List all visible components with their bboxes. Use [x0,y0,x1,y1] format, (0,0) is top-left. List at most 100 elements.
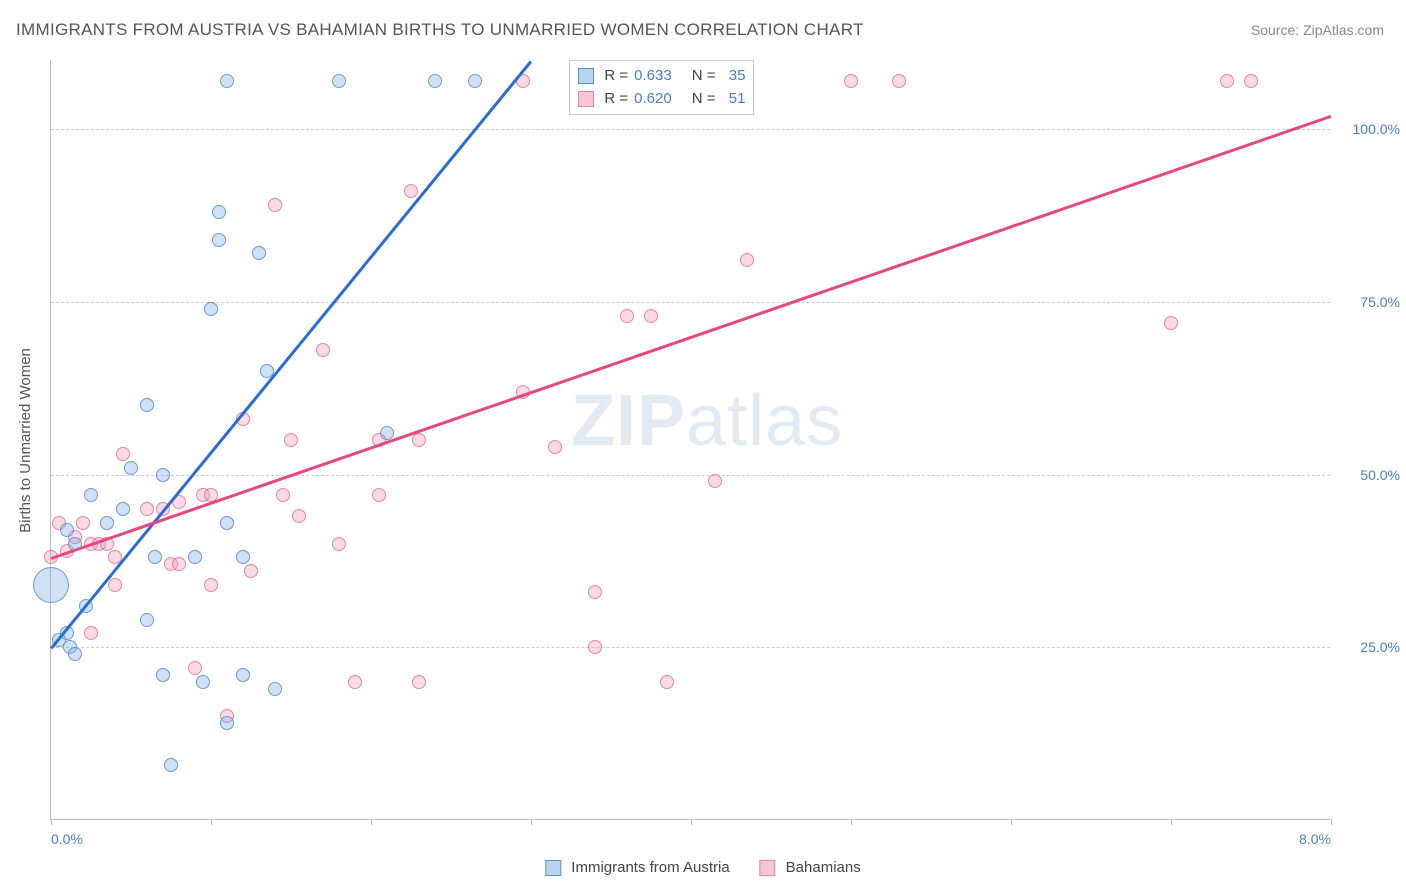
x-tick-mark [371,819,372,825]
plot-area: ZIPatlas 25.0%50.0%75.0%100.0%0.0%8.0%R … [50,60,1330,820]
scatter-point-pink [1244,74,1258,88]
blue-swatch-small-icon [578,68,594,84]
scatter-point-blue [60,523,74,537]
chart-title: IMMIGRANTS FROM AUSTRIA VS BAHAMIAN BIRT… [16,20,864,40]
scatter-point-blue [188,550,202,564]
scatter-point-pink [844,74,858,88]
y-tick-label: 75.0% [1345,294,1400,310]
scatter-point-pink [1220,74,1234,88]
scatter-point-blue [148,550,162,564]
scatter-point-blue [196,675,210,689]
legend-item-blue: Immigrants from Austria [545,859,729,876]
scatter-point-pink [268,198,282,212]
scatter-point-blue [204,302,218,316]
stats-n-value-pink: 51 [721,88,745,111]
x-tick-mark [531,819,532,825]
scatter-point-pink [276,488,290,502]
y-tick-label: 25.0% [1345,639,1400,655]
stats-r-value-pink: 0.620 [634,88,672,111]
legend-bottom: Immigrants from Austria Bahamians [545,859,860,876]
x-tick-label: 0.0% [51,831,83,847]
scatter-point-blue [116,502,130,516]
scatter-point-pink [708,474,722,488]
scatter-point-blue [212,233,226,247]
pink-swatch-small-icon [578,91,594,107]
chart-source: Source: ZipAtlas.com [1251,22,1384,38]
scatter-point-blue [100,516,114,530]
scatter-point-blue [156,668,170,682]
scatter-point-pink [588,640,602,654]
scatter-point-pink [140,502,154,516]
pink-swatch-icon [760,860,776,876]
stats-n-prefix: N = [692,65,716,88]
scatter-point-blue [220,516,234,530]
scatter-point-blue [164,758,178,772]
y-tick-label: 50.0% [1345,467,1400,483]
scatter-point-pink [244,564,258,578]
scatter-point-pink [284,433,298,447]
gridline [51,475,1330,476]
x-tick-label: 8.0% [1299,831,1331,847]
scatter-point-pink [348,675,362,689]
scatter-point-pink [740,253,754,267]
scatter-point-blue [140,613,154,627]
scatter-point-blue [220,716,234,730]
scatter-point-blue [156,468,170,482]
stats-row-pink: R = 0.620 N = 51 [578,88,745,111]
scatter-point-blue [236,550,250,564]
gridline [51,129,1330,130]
stats-r-prefix: R = [604,88,628,111]
scatter-point-pink [316,343,330,357]
scatter-point-blue [212,205,226,219]
scatter-point-pink [892,74,906,88]
scatter-point-blue [124,461,138,475]
x-tick-mark [851,819,852,825]
y-axis-label: Births to Unmarried Women [17,348,34,533]
trend-line-blue [50,60,532,649]
stats-r-prefix: R = [604,65,628,88]
scatter-point-blue [268,682,282,696]
scatter-point-pink [412,675,426,689]
watermark-light: atlas [686,381,843,461]
scatter-point-blue [84,488,98,502]
scatter-point-pink [644,309,658,323]
y-axis-label-container: Births to Unmarried Women [10,60,40,820]
stats-row-blue: R = 0.633 N = 35 [578,65,745,88]
scatter-point-pink [588,585,602,599]
scatter-point-blue [332,74,346,88]
scatter-point-pink [404,184,418,198]
trend-line-pink [51,115,1332,560]
x-tick-mark [691,819,692,825]
scatter-point-pink [332,537,346,551]
gridline [51,302,1330,303]
scatter-point-pink [108,578,122,592]
scatter-point-blue [428,74,442,88]
stats-n-value-blue: 35 [721,65,745,88]
correlation-chart: IMMIGRANTS FROM AUSTRIA VS BAHAMIAN BIRT… [0,0,1406,892]
scatter-point-blue [68,647,82,661]
scatter-point-pink [620,309,634,323]
stats-box: R = 0.633 N = 35 R = 0.620 N = 51 [569,60,754,115]
scatter-point-blue [468,74,482,88]
gridline [51,647,1330,648]
legend-item-pink: Bahamians [760,859,861,876]
scatter-point-pink [548,440,562,454]
scatter-point-pink [412,433,426,447]
y-tick-label: 100.0% [1345,121,1400,137]
scatter-point-pink [204,578,218,592]
legend-blue-label: Immigrants from Austria [571,859,729,876]
scatter-point-blue [252,246,266,260]
x-tick-mark [1011,819,1012,825]
scatter-point-blue [236,668,250,682]
stats-n-prefix: N = [692,88,716,111]
scatter-point-blue [33,567,69,603]
scatter-point-blue [220,74,234,88]
scatter-point-blue [140,398,154,412]
scatter-point-pink [172,557,186,571]
scatter-point-pink [1164,316,1178,330]
scatter-point-pink [84,626,98,640]
scatter-point-pink [116,447,130,461]
stats-r-value-blue: 0.633 [634,65,672,88]
x-tick-mark [1171,819,1172,825]
scatter-point-pink [76,516,90,530]
